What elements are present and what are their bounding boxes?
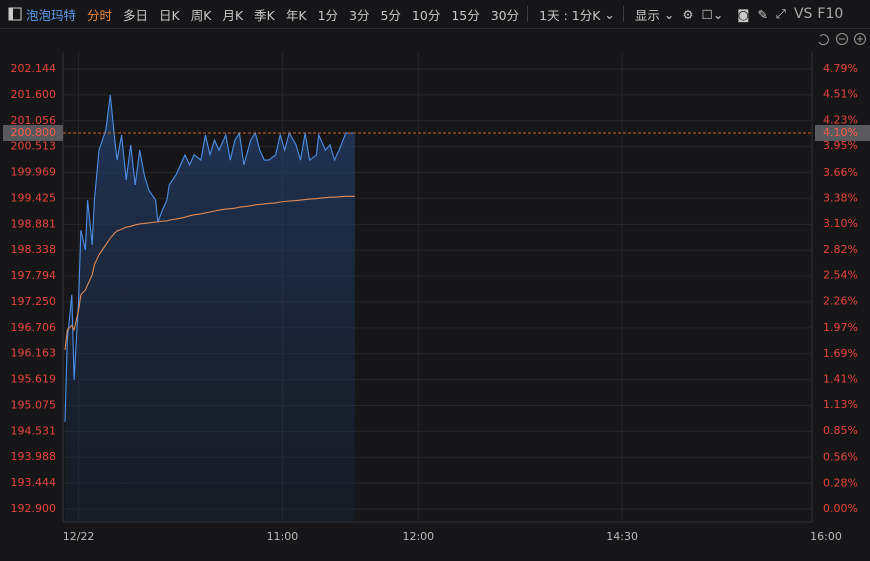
tab[interactable]: 分时	[87, 7, 113, 23]
y-tick-label: 196.706	[11, 321, 57, 334]
stock-name[interactable]: 泡泡玛特	[26, 7, 77, 23]
y2-tick-label: 3.66%	[823, 166, 858, 179]
toolbar: 泡泡玛特 分时 多日 日K 周K 月K 季K 年K 1分 3分 5分 10分 15分 30分 1天 : …	[0, 0, 870, 29]
period-select[interactable]: 1天 : 1分K	[539, 7, 601, 23]
x-tick-label: 11:00	[267, 530, 299, 543]
chevron: ⌄	[604, 6, 615, 22]
y-tick-label: 192.900	[11, 502, 57, 515]
tab[interactable]: 3分	[349, 7, 370, 23]
expand-icon[interactable]: ⤢	[775, 6, 786, 21]
y-tick-label: 198.881	[11, 217, 57, 230]
y2-tick-label: 1.13%	[823, 398, 858, 411]
y2-tick-label: 3.10%	[823, 217, 858, 230]
x-tick-label: 12:00	[402, 530, 434, 543]
y2-tick-label: 0.56%	[823, 451, 858, 464]
y2-tick-label: 3.38%	[823, 192, 858, 205]
x-tick-label: 12/22	[63, 530, 95, 543]
tab[interactable]: 多日	[123, 7, 149, 23]
y2-tick-label: 1.69%	[823, 347, 858, 360]
y-tick-label: 193.444	[11, 476, 57, 489]
y-tick-label: 196.163	[11, 347, 57, 360]
y-tick-label: 202.144	[11, 62, 57, 75]
tab[interactable]: 季K	[254, 7, 275, 23]
y2-tick-label: 2.26%	[823, 294, 858, 307]
settings-icon[interactable]: ⚙	[682, 6, 694, 22]
f10-button[interactable]: F10	[817, 6, 844, 22]
last-price-label: 200.800	[11, 126, 57, 139]
tab[interactable]: 周K	[190, 7, 212, 23]
tab[interactable]: 30分	[490, 7, 520, 23]
y2-tick-label: 0.85%	[823, 424, 858, 437]
y2-tick-label: 0.00%	[823, 502, 858, 515]
chart-tools	[818, 33, 866, 46]
tab[interactable]: 日K	[159, 7, 180, 23]
y2-tick-label: 1.41%	[823, 372, 858, 385]
y-tick-label: 197.794	[11, 269, 57, 282]
panel-icon[interactable]	[8, 7, 22, 21]
y2-tick-label: 1.97%	[823, 321, 858, 334]
chevron: ⌄	[663, 6, 675, 22]
zoom-in-icon[interactable]	[854, 33, 866, 45]
y2-tick-label: 0.28%	[823, 476, 858, 489]
y-tick-label: 195.075	[11, 398, 57, 411]
separator	[527, 6, 529, 22]
vs-button[interactable]: VS	[793, 6, 813, 22]
tab[interactable]: 年K	[285, 7, 307, 23]
y2-tick-label: 4.23%	[823, 113, 858, 126]
y2-tick-label: 4.51%	[823, 88, 858, 101]
tab[interactable]: 10分	[411, 7, 441, 23]
area	[65, 94, 355, 523]
tabs: 分时 多日 日K 周K 月K 季K 年K 1分 3分 5分 10分 15分 30分	[76, 5, 519, 24]
zoom-out-icon[interactable]	[836, 33, 848, 45]
y-tick-label: 198.338	[11, 243, 57, 256]
y-tick-label: 201.600	[11, 88, 57, 101]
x-tick-label: 14:30	[606, 530, 638, 543]
tab[interactable]: 5分	[380, 7, 401, 23]
undo-icon[interactable]	[818, 34, 829, 46]
y2-tick-label: 3.95%	[823, 139, 858, 152]
tab[interactable]: 月K	[222, 7, 244, 23]
y2-tick-label: 2.82%	[823, 243, 858, 256]
square-icon[interactable]: ☐⌄	[701, 6, 724, 22]
last-change-box	[815, 124, 870, 141]
tab[interactable]: 15分	[451, 7, 480, 23]
camera-icon[interactable]: ◙	[737, 6, 750, 22]
y-tick-label: 197.250	[11, 295, 57, 308]
y-tick-label: 194.531	[11, 424, 57, 437]
pen-icon[interactable]: ✎	[757, 6, 768, 22]
y-tick-label: 200.513	[11, 140, 57, 153]
separator	[622, 6, 624, 22]
y-tick-label: 193.988	[11, 450, 57, 463]
y-tick-label: 201.056	[11, 114, 57, 127]
last-change-label: 4.10%	[823, 126, 858, 139]
y-tick-label: 195.619	[11, 373, 57, 386]
line	[64, 195, 355, 351]
x-tick-label: 16:00	[810, 530, 842, 543]
last-price-box	[3, 124, 63, 141]
line	[64, 94, 355, 422]
y-tick-label: 199.969	[11, 166, 57, 179]
y2-tick-label: 2.54%	[823, 269, 858, 282]
y2-tick-label: 4.79%	[823, 62, 858, 75]
y-tick-label: 199.425	[11, 191, 57, 204]
tab[interactable]: 1分	[317, 7, 339, 23]
display-menu[interactable]: 显示	[634, 7, 660, 23]
